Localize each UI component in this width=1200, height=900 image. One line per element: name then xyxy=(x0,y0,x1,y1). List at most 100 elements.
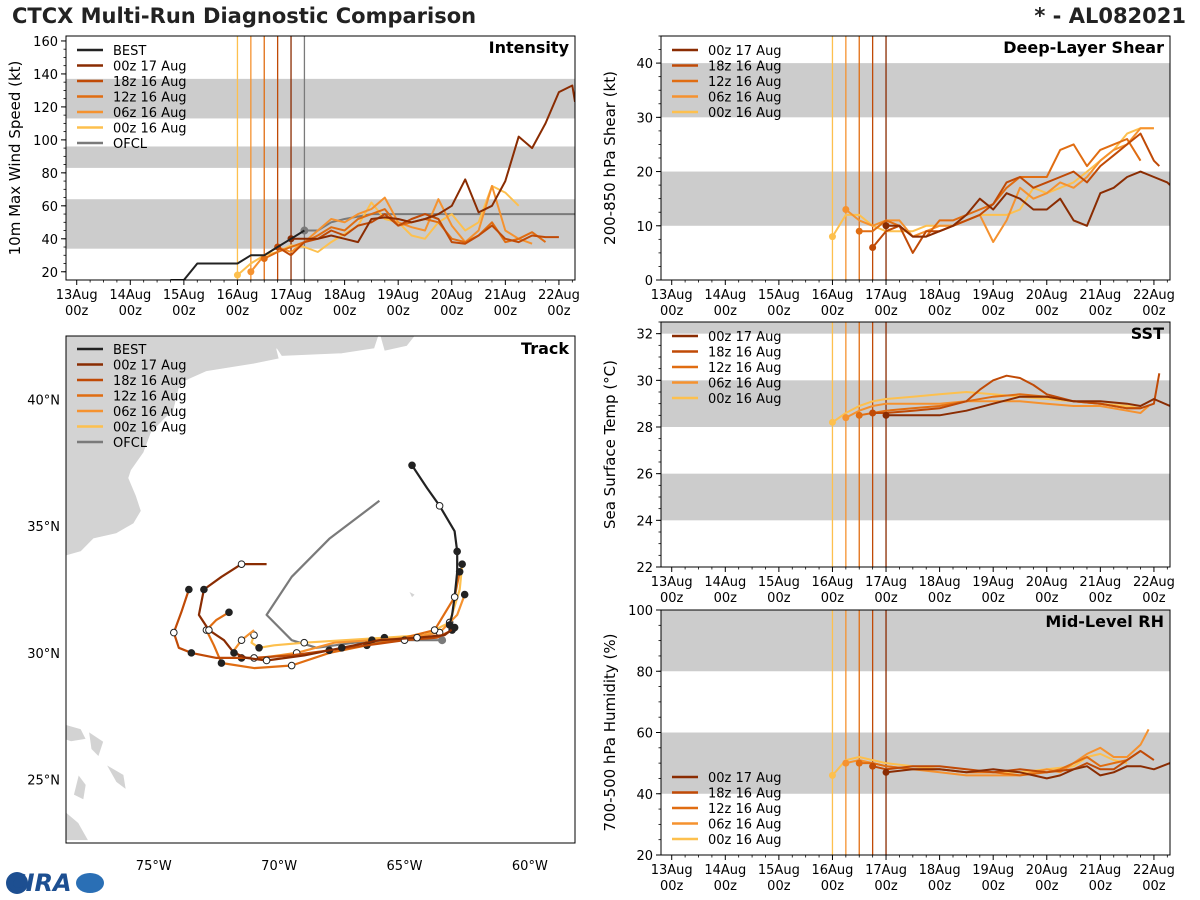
shear-xtick-day: 17Aug xyxy=(865,288,907,303)
shear-legend-label-06z-16-aug: 06z 16 Aug xyxy=(708,91,782,106)
intensity-xtick-hour: 00z xyxy=(65,304,89,319)
figure-title: CTCX Multi-Run Diagnostic Comparison xyxy=(12,4,477,28)
sst-xtick-hour: 00z xyxy=(982,591,1006,606)
intensity-xtick-hour: 00z xyxy=(387,304,411,319)
shear-panel: 01020304013Aug00z14Aug00z15Aug00z16Aug00… xyxy=(601,35,1175,319)
rh-xtick-hour: 00z xyxy=(928,879,952,894)
shear-start-marker-00z-16-aug xyxy=(828,233,836,241)
shear-legend-label-12z-16-aug: 12z 16 Aug xyxy=(708,75,782,90)
shear-xtick-hour: 00z xyxy=(1089,304,1113,319)
track-title: Track xyxy=(521,339,569,358)
track-legend-label-best: BEST xyxy=(113,343,146,358)
track-marker-best xyxy=(453,547,461,556)
intensity-xtick-hour: 00z xyxy=(547,304,571,319)
rh-ytick-label: 80 xyxy=(636,665,653,680)
track-ytick-label: 35°N xyxy=(27,520,60,535)
shear-xtick-day: 21Aug xyxy=(1079,288,1121,303)
intensity-legend-label-ofcl: OFCL xyxy=(113,137,148,152)
track-ytick-label: 30°N xyxy=(27,647,60,662)
rh-xtick-day: 13Aug xyxy=(651,863,693,878)
track-xtick-label: 60°W xyxy=(512,859,548,874)
sst-band-2 xyxy=(661,322,1170,334)
sst-xtick-day: 17Aug xyxy=(865,575,907,590)
intensity-ytick-label: 80 xyxy=(41,167,58,182)
track-xtick-label: 75°W xyxy=(136,859,172,874)
intensity-ytick-label: 160 xyxy=(33,35,58,50)
rh-panel: 2040608010013Aug00z14Aug00z15Aug00z16Aug… xyxy=(601,604,1175,894)
rh-xtick-hour: 00z xyxy=(821,879,845,894)
sst-xtick-hour: 00z xyxy=(928,591,952,606)
rh-ytick-label: 60 xyxy=(636,727,653,742)
sst-xtick-day: 18Aug xyxy=(919,575,961,590)
bahamas-grand xyxy=(66,724,87,743)
rh-ytick-label: 20 xyxy=(636,849,653,864)
shear-start-marker-12z-16-aug xyxy=(855,227,863,235)
rh-legend-label-06z-16-aug: 06z 16 Aug xyxy=(708,818,782,833)
rh-xtick-hour: 00z xyxy=(660,879,684,894)
track-marker-12z-16-aug xyxy=(430,626,439,634)
sst-series-00z-17-aug xyxy=(886,395,1170,417)
shear-start-marker-06z-16-aug xyxy=(842,206,850,214)
rh-xtick-day: 17Aug xyxy=(865,863,907,878)
intensity-xtick-day: 13Aug xyxy=(56,288,98,303)
sst-xtick-hour: 00z xyxy=(1089,591,1113,606)
bahamas-abaco xyxy=(88,730,105,758)
sst-ytick-label: 30 xyxy=(636,374,653,389)
track-marker-18z-16-aug xyxy=(185,585,193,594)
shear-ytick-label: 10 xyxy=(636,220,653,235)
track-marker-00z-17-aug xyxy=(338,644,346,652)
sst-xtick-hour: 00z xyxy=(714,591,738,606)
shear-xtick-day: 15Aug xyxy=(758,288,800,303)
storm-id: * - AL082021 xyxy=(1034,4,1186,28)
track-line-best xyxy=(411,464,459,626)
intensity-xtick-hour: 00z xyxy=(333,304,357,319)
intensity-ytick-label: 60 xyxy=(41,200,58,215)
rh-xtick-day: 15Aug xyxy=(758,863,800,878)
sst-start-marker-12z-16-aug xyxy=(855,411,863,419)
track-legend-label-ofcl: OFCL xyxy=(113,436,148,451)
intensity-xtick-day: 20Aug xyxy=(431,288,473,303)
sst-ytick-label: 22 xyxy=(636,561,653,576)
bermuda xyxy=(409,592,415,598)
nova-scotia xyxy=(379,336,416,352)
track-xtick-label: 70°W xyxy=(261,859,297,874)
intensity-band-2 xyxy=(66,78,575,119)
shear-ytick-label: 30 xyxy=(636,111,653,126)
sst-legend-label-12z-16-aug: 12z 16 Aug xyxy=(708,361,782,376)
sst-legend-label-00z-16-aug: 00z 16 Aug xyxy=(708,392,782,407)
intensity-xtick-day: 17Aug xyxy=(270,288,312,303)
sst-start-marker-00z-17-aug xyxy=(882,411,890,419)
sst-title: SST xyxy=(1131,324,1164,343)
sst-band-0 xyxy=(661,473,1170,521)
shear-xtick-hour: 00z xyxy=(660,304,684,319)
shear-start-marker-18z-16-aug xyxy=(869,243,877,251)
rh-ytick-label: 40 xyxy=(636,788,653,803)
rh-start-marker-00z-16-aug xyxy=(828,771,836,779)
intensity-ytick-label: 40 xyxy=(41,233,58,248)
intensity-ytick-label: 120 xyxy=(33,101,58,116)
intensity-legend-label-12z-16-aug: 12z 16 Aug xyxy=(113,91,187,106)
track-line-00z-17-aug xyxy=(197,562,456,662)
rh-title: Mid-Level RH xyxy=(1045,612,1164,631)
track-marker-06z-16-aug xyxy=(460,590,469,599)
us-east-coast xyxy=(66,336,379,557)
track-line-00z-16-aug xyxy=(250,563,464,649)
intensity-xtick-day: 16Aug xyxy=(216,288,258,303)
track-line-ofcl xyxy=(265,499,443,649)
track-marker-00z-17-aug xyxy=(413,633,421,642)
shear-ylabel: 200-850 hPa Shear (kt) xyxy=(601,71,619,245)
sst-xtick-day: 13Aug xyxy=(651,575,693,590)
track-marker-00z-16-aug xyxy=(458,560,466,568)
rh-xtick-hour: 00z xyxy=(1142,879,1166,894)
shear-legend-label-00z-16-aug: 00z 16 Aug xyxy=(708,106,782,121)
rh-series-00z-17-aug xyxy=(885,762,1170,780)
shear-legend-label-18z-16-aug: 18z 16 Aug xyxy=(708,60,782,75)
shear-xtick-day: 16Aug xyxy=(811,288,853,303)
shear-xtick-hour: 00z xyxy=(1142,304,1166,319)
rh-band-1 xyxy=(661,610,1170,672)
track-marker-00z-17-aug xyxy=(200,585,208,594)
intensity-xtick-day: 14Aug xyxy=(109,288,151,303)
shear-ytick-label: 20 xyxy=(636,166,653,181)
cuba-north xyxy=(66,811,90,841)
